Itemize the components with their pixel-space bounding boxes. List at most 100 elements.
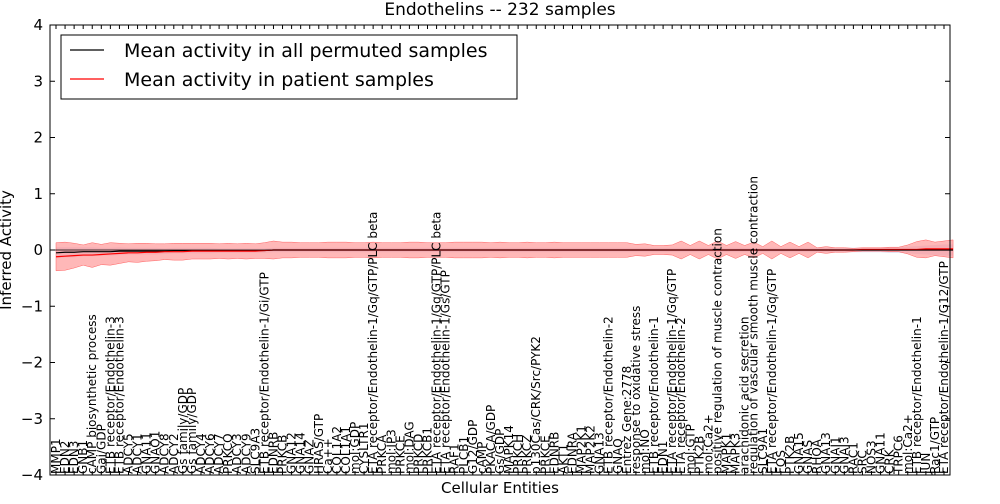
y-tick-label: −1 <box>21 297 43 315</box>
x-tick-label: mol:Ca2+ <box>701 414 715 474</box>
x-tick-label: RHOA <box>810 438 824 474</box>
x-tick-label: ETA receptor/Endothelin-1/Gq/GTP <box>765 269 779 474</box>
x-tick-label: GNAZ <box>303 439 317 474</box>
x-tick-label: ETA receptor/Endothelin-1/Gq/GTP/PLC bet… <box>366 212 380 474</box>
x-tick-label: ETB receptor/Endothelin-3 <box>103 316 117 474</box>
x-tick-label: PRKCB <box>276 435 290 474</box>
x-tick-label: EDNRB <box>547 432 561 474</box>
x-tick-label: ETA receptor/Endothelin-1/Gq/GTP/PLC bet… <box>430 212 444 474</box>
x-tick-label: RAF1 <box>448 443 462 474</box>
x-tick-label: ADCY6 <box>203 433 217 474</box>
x-tick-label: GNA15 <box>792 432 806 474</box>
x-tick-label: ETB receptor/Endothelin-2 <box>602 316 616 474</box>
x-tick-label: EDN2 <box>58 441 72 474</box>
x-tick-label: ETB receptor/Endothelin-1 <box>647 316 661 474</box>
x-tick-label: MAP2K2 <box>584 425 598 474</box>
x-tick-label: ETA receptor/Endothelin-1/G12/GTP <box>937 261 951 474</box>
x-tick-label: cAMP <box>475 442 489 474</box>
y-tick-label: 4 <box>33 16 43 34</box>
x-tick-label: AKT1 <box>556 444 570 474</box>
x-tick-label: GNA13 <box>819 432 833 474</box>
x-tick-label: mol:Ca2+ <box>901 414 915 474</box>
x-tick-label: ETA receptor/Endothelin-1/Gs/GTP <box>439 270 453 474</box>
x-tick-label: PRKCA <box>375 434 389 474</box>
x-axis-label: Cellular Entities <box>441 479 559 497</box>
x-tick-label: Gs/GDP <box>493 429 507 474</box>
x-tick-label: regulation of vascular smooth muscle con… <box>747 176 761 474</box>
x-tick-label: Gai/GDP <box>94 424 108 474</box>
x-tick-label: PRKCB1 <box>421 427 435 474</box>
x-tick-label: GNA13 <box>593 432 607 474</box>
legend-box <box>60 34 518 100</box>
x-tick-label: ADCY5 <box>121 433 135 474</box>
x-tick-label: JUN <box>919 453 933 475</box>
x-tick-label: G12/GDP <box>466 420 480 474</box>
x-tick-label: GNAI3 <box>837 436 851 474</box>
x-tick-label: ADCY8 <box>158 433 172 474</box>
x-tick-label: HRAS/GTP <box>312 414 326 474</box>
y-tick-label: −2 <box>21 354 43 372</box>
legend-label-permuted: Mean activity in all permuted samples <box>124 40 487 62</box>
y-tick-label: 2 <box>33 129 43 147</box>
x-tick-label: PRKCE <box>393 435 407 474</box>
legend: Mean activity in all permuted samples Me… <box>60 34 518 100</box>
x-tick-label: ETB receptor/Endothelin-1/Gi/GTP <box>257 272 271 474</box>
x-tick-label: PRKCQ <box>221 433 235 474</box>
x-tick-label: GNB1 <box>76 440 90 474</box>
x-tick-label: PTK2B <box>692 436 706 474</box>
x-tick-label: GNA11 <box>140 432 154 474</box>
x-tick-label: EDNRB <box>266 432 280 474</box>
x-tick-label: PRKCE <box>538 435 552 474</box>
x-tick-label: GNAO1 <box>149 431 163 474</box>
x-tick-label: positive regulation of muscle contractio… <box>710 228 724 474</box>
x-tick-label: Gs family/GDP <box>176 388 190 474</box>
x-tick-label: GNAS <box>801 440 815 474</box>
x-tick-label: GNA14 <box>294 432 308 474</box>
y-axis-label: Inferred Activity <box>0 190 15 310</box>
chart-title: Endothelins -- 232 samples <box>384 0 615 20</box>
x-tick-label: p130Cas/CRK/Src/PYK2 <box>529 336 543 474</box>
x-tick-label: PTK2B <box>783 436 797 474</box>
x-tick-label: EDN3 <box>67 441 81 474</box>
x-tick-label: mol:IP3 <box>384 429 398 474</box>
x-tick-label: GNAQ <box>611 438 625 474</box>
x-tick-label: mol:NO <box>638 429 652 474</box>
x-tick-label: response to oxidative stress <box>629 306 643 474</box>
x-tick-label: ADCY3 <box>230 433 244 474</box>
x-tick-label: ETA receptor/Endothelin-1/Gq/GTP <box>665 269 679 474</box>
x-tick-label: PRKCZ <box>520 435 534 474</box>
x-tick-label: cAMP biosynthetic process <box>85 314 99 474</box>
x-tick-label: Entrez Gene:2778 <box>620 366 634 474</box>
x-tick-label: CRK <box>883 448 897 474</box>
x-tick-label: COL1A2 <box>330 426 344 474</box>
x-tick-label: MAPK1 <box>720 433 734 474</box>
x-tick-label: ADCY9 <box>239 433 253 474</box>
x-tick-label: NOS3 <box>865 440 879 474</box>
plot-frame <box>49 24 951 476</box>
x-tick-label: GNAI1 <box>828 436 842 474</box>
x-tick-label: ETB receptor/Endothelin-1 <box>910 316 924 474</box>
x-tick-label: MAP2K1 <box>575 425 589 474</box>
y-tick-label: −4 <box>21 466 43 484</box>
x-tick-label: SLC9A1 <box>756 428 770 474</box>
y-tick-label: 3 <box>33 72 43 90</box>
x-tick-label: ADCY2 <box>167 433 181 474</box>
x-tick-label: RAC1 <box>846 442 860 474</box>
x-tick-label: EDN1 <box>656 441 670 474</box>
x-tick-label: PRKCH <box>511 434 525 474</box>
x-tick-label: PKACA/GDP <box>484 405 498 474</box>
x-tick-label: PRKCD <box>411 434 425 474</box>
x-tick-label: MAPK3 <box>729 433 743 474</box>
x-tick-label: mol:DAG <box>402 421 416 474</box>
x-tick-label: MMP1 <box>49 438 63 474</box>
x-tick-label: Ca++ <box>321 438 335 474</box>
patient-band <box>55 239 954 272</box>
legend-label-patient: Mean activity in patient samples <box>124 69 434 91</box>
y-tick-label: 1 <box>33 185 43 203</box>
x-tick-label: GNA11 <box>874 432 888 474</box>
x-tick-label: CYSLTR1 <box>357 423 371 474</box>
y-tick-label: 0 <box>33 241 43 259</box>
x-tick-label: ADCY7 <box>212 433 226 474</box>
